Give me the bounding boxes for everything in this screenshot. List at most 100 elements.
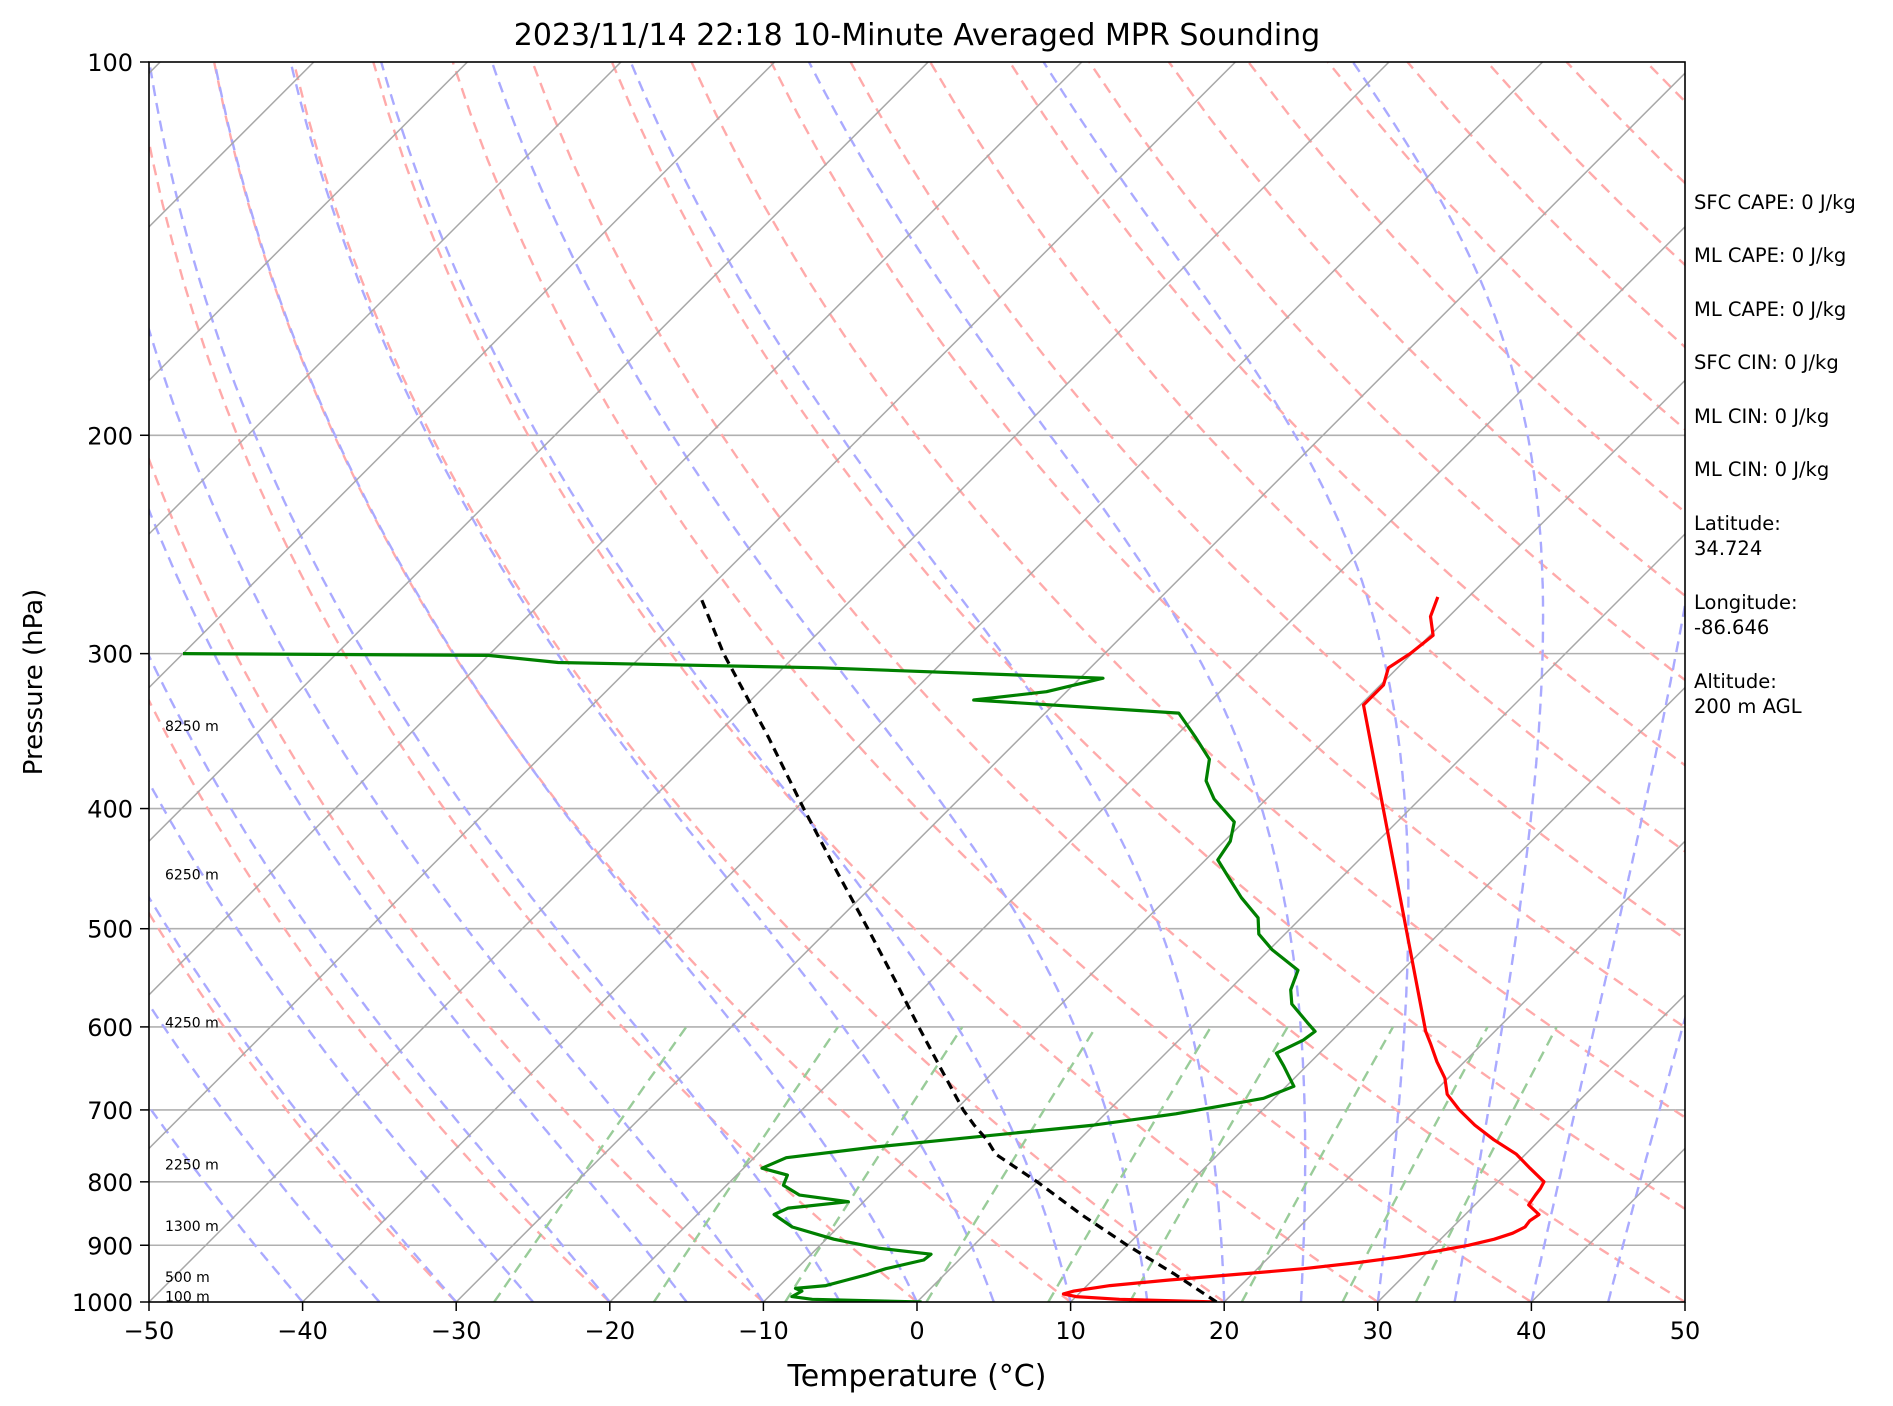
- info-item: ML CAPE: 0 J/kg: [1694, 297, 1846, 322]
- moist-adiabat: [807, 62, 1307, 1302]
- info-line: Latitude:: [1694, 512, 1781, 535]
- info-item: SFC CAPE: 0 J/kg: [1694, 190, 1856, 215]
- info-item: ML CAPE: 0 J/kg: [1694, 243, 1846, 268]
- dry-adiabat: [149, 697, 611, 1302]
- isotherm-line: [149, 62, 622, 536]
- x-tick-label: −50: [124, 1317, 175, 1345]
- dry-adiabat: [372, 62, 1379, 1302]
- series-line: [1061, 596, 1546, 1302]
- y-axis-label: Pressure (hPa): [19, 589, 49, 776]
- y-tick-label: 900: [87, 1232, 133, 1260]
- x-tick-label: 0: [909, 1317, 924, 1345]
- isotherm-line: [916, 532, 1685, 1302]
- isotherm-line: [1070, 686, 1685, 1302]
- mixing-ratio-line: [925, 1026, 1097, 1302]
- isotherm-line: [455, 72, 1685, 1302]
- y-tick-label: 100: [87, 49, 133, 77]
- moist-adiabat: [1607, 1014, 1685, 1302]
- info-line: 34.724: [1694, 537, 1763, 560]
- dry-adiabat: [1167, 62, 1685, 598]
- isotherm-line: [149, 62, 929, 843]
- info-line: ML CIN: 0 J/kg: [1694, 405, 1830, 428]
- dry-adiabat: [149, 455, 765, 1302]
- height-label: 4250 m: [165, 1015, 219, 1031]
- isotherm-line: [149, 62, 776, 689]
- dry-adiabat: [292, 62, 1225, 1302]
- y-tick-label: 200: [87, 422, 133, 450]
- mixing-ratio-line: [493, 1026, 688, 1302]
- moist-adiabat: [149, 653, 611, 1302]
- info-item: ML CIN: 0 J/kg: [1694, 457, 1829, 482]
- y-tick-label: 700: [87, 1097, 133, 1125]
- y-tick-label: 400: [87, 796, 133, 824]
- moist-adiabat: [149, 780, 534, 1302]
- series-line: [182, 652, 1317, 1302]
- x-tick-label: −20: [584, 1317, 635, 1345]
- info-item: ML CIN: 0 J/kg: [1694, 404, 1829, 429]
- height-label: 8250 m: [165, 719, 219, 735]
- moist-adiabat: [149, 506, 688, 1302]
- isotherm-line: [302, 62, 1544, 1302]
- moist-adiabat: [289, 62, 995, 1302]
- moist-adiabat: [629, 62, 1226, 1302]
- dry-adiabat: [610, 62, 1685, 1211]
- info-item: Longitude: -86.646: [1694, 590, 1798, 640]
- x-tick-label: 20: [1209, 1317, 1240, 1345]
- mixing-ratio-line: [1414, 1026, 1558, 1302]
- isotherm-line: [1377, 993, 1685, 1302]
- y-tick-label: 800: [87, 1169, 133, 1197]
- info-line: -86.646: [1694, 616, 1770, 639]
- dry-adiabat: [1885, 62, 1893, 1302]
- x-tick-label: −30: [431, 1317, 482, 1345]
- isotherm-line: [0, 62, 7, 1302]
- info-item: Altitude: 200 m AGL: [1694, 669, 1802, 719]
- mixing-ratio-line: [1047, 1026, 1212, 1302]
- info-line: SFC CAPE: 0 J/kg: [1694, 191, 1856, 214]
- isotherm-line: [1223, 840, 1685, 1302]
- height-label: 500 m: [165, 1270, 210, 1286]
- dry-adiabat: [212, 62, 1072, 1302]
- height-label: 1300 m: [165, 1219, 219, 1235]
- dry-adiabat: [770, 62, 1685, 1029]
- y-tick-label: 600: [87, 1014, 133, 1042]
- mixing-ratio-line: [1341, 1026, 1489, 1302]
- x-tick-label: 50: [1670, 1317, 1701, 1345]
- dry-adiabat: [149, 136, 918, 1302]
- isotherm-line: [149, 62, 468, 382]
- info-line: SFC CIN: 0 J/kg: [1694, 351, 1839, 374]
- moist-adiabat: [149, 1104, 304, 1302]
- info-line: ML CIN: 0 J/kg: [1694, 458, 1830, 481]
- x-tick-label: 10: [1055, 1317, 1086, 1345]
- y-tick-label: 300: [87, 641, 133, 669]
- series-line: [699, 596, 1218, 1302]
- info-line: ML CAPE: 0 J/kg: [1694, 244, 1847, 267]
- height-label: 2250 m: [165, 1158, 219, 1174]
- height-label: 100 m: [165, 1290, 210, 1306]
- isotherm-line: [149, 62, 1236, 1150]
- info-item: Latitude: 34.724: [1694, 511, 1781, 561]
- moist-adiabat: [1042, 62, 1410, 1302]
- y-tick-label: 1000: [72, 1289, 133, 1317]
- isotherm-line: [609, 225, 1685, 1302]
- x-tick-label: −10: [738, 1317, 789, 1345]
- dry-adiabat: [849, 62, 1685, 941]
- dry-adiabat: [531, 62, 1685, 1302]
- isotherm-line: [1839, 62, 1893, 1302]
- info-line: Longitude:: [1694, 591, 1798, 614]
- moist-adiabat: [149, 1002, 381, 1302]
- mixing-ratio-line: [652, 1026, 839, 1302]
- dry-adiabat: [929, 62, 1685, 853]
- moist-adiabat: [1351, 62, 1545, 1302]
- dry-adiabat: [1088, 62, 1685, 682]
- height-label: 6250 m: [165, 867, 219, 883]
- x-tick-label: 30: [1363, 1317, 1394, 1345]
- moist-adiabat: [149, 62, 842, 1302]
- moist-adiabat: [380, 62, 1072, 1302]
- chart-title: 2023/11/14 22:18 10-Minute Averaged MPR …: [514, 18, 1320, 53]
- moist-adiabat: [213, 62, 919, 1302]
- dry-adiabat: [690, 62, 1685, 1119]
- isotherm-line: [149, 62, 1390, 1302]
- mixing-ratio-line: [784, 1026, 964, 1302]
- info-item: SFC CIN: 0 J/kg: [1694, 350, 1839, 375]
